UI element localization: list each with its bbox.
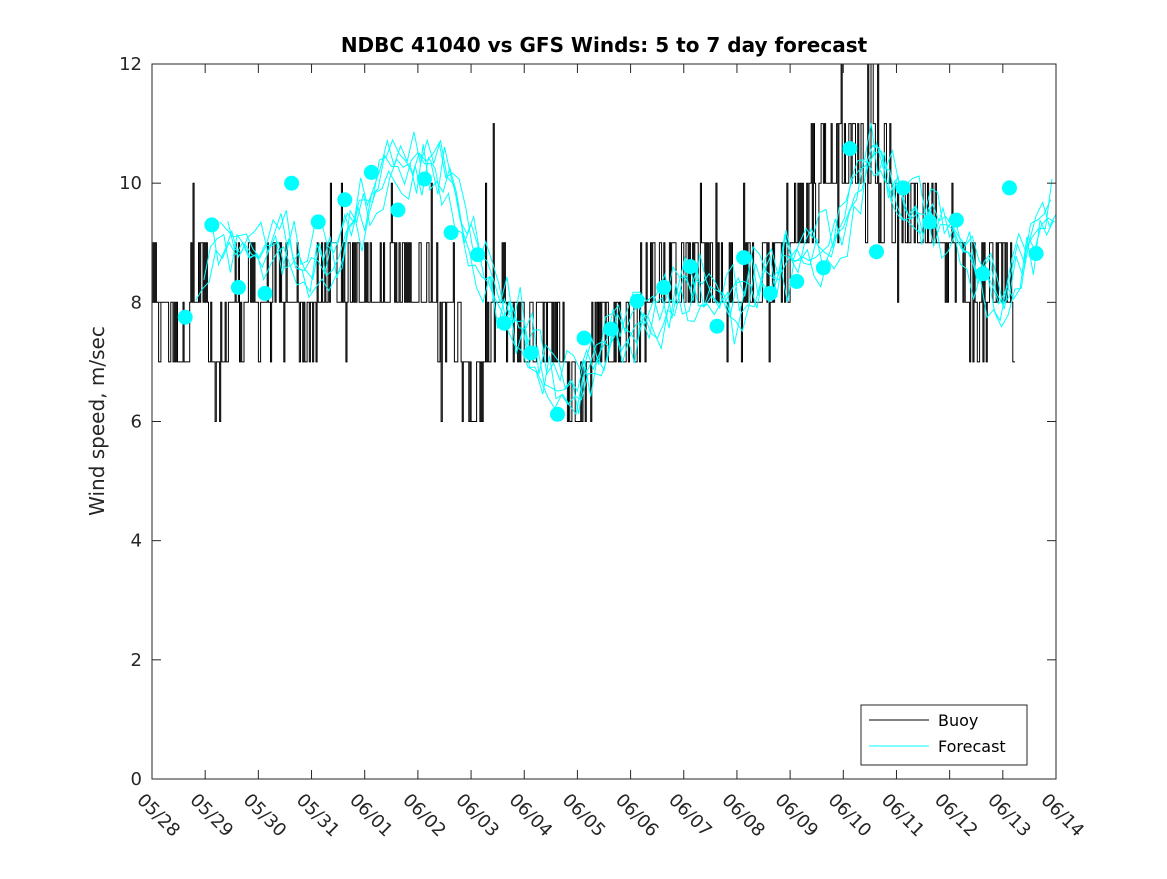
y-axis-label: Wind speed, m/sec — [85, 326, 109, 516]
plot-area — [152, 64, 1056, 779]
forecast-marker — [815, 260, 831, 276]
forecast-marker — [736, 250, 752, 266]
y-tick-label: 12 — [119, 54, 142, 75]
forecast-series-line — [203, 144, 1055, 416]
forecast-marker — [550, 406, 565, 422]
forecast-marker — [842, 141, 858, 157]
forecast-series-line — [219, 123, 1052, 414]
chart-title: NDBC 41040 vs GFS Winds: 5 to 7 day fore… — [341, 33, 868, 57]
forecast-marker — [363, 164, 379, 180]
y-tick-label: 2 — [131, 650, 142, 671]
axes-layer — [151, 63, 1057, 780]
forecast-marker — [390, 202, 406, 218]
forecast-marker — [975, 266, 991, 282]
forecast-marker — [709, 318, 725, 334]
y-tick-labels: 0 2 4 6 8 10 12 — [119, 54, 142, 790]
forecast-marker — [523, 345, 539, 361]
buoy-series-line — [152, 63, 1015, 422]
forecast-marker — [470, 247, 486, 263]
forecast-marker — [443, 225, 459, 241]
forecast-marker — [230, 279, 246, 295]
forecast-marker — [629, 293, 645, 309]
forecast-marker — [496, 315, 512, 331]
forecast-marker — [656, 279, 672, 295]
forecast-marker — [948, 212, 964, 228]
y-tick-label: 8 — [131, 292, 142, 313]
forecast-series-line — [227, 131, 1053, 383]
legend: Buoy Forecast — [860, 704, 1028, 766]
forecast-marker — [257, 285, 273, 301]
forecast-marker — [1002, 180, 1017, 196]
forecast-series-layer — [195, 123, 1057, 416]
legend-buoy-label: Buoy — [938, 711, 978, 730]
forecast-marker — [603, 321, 619, 337]
y-tick-label: 10 — [119, 173, 142, 194]
forecast-marker — [789, 274, 805, 289]
forecast-marker — [204, 217, 220, 233]
forecast-marker — [576, 330, 592, 346]
forecast-marker — [417, 171, 432, 187]
forecast-marker — [284, 175, 300, 191]
y-tick-label: 6 — [131, 412, 142, 433]
buoy-series-layer — [152, 63, 1015, 422]
forecast-marker — [177, 309, 193, 325]
forecast-marker — [310, 214, 326, 230]
y-tick-label: 4 — [131, 531, 142, 552]
forecast-marker — [1028, 246, 1044, 261]
forecast-marker — [922, 214, 938, 230]
forecast-marker — [337, 192, 353, 208]
forecast-marker — [895, 180, 911, 196]
y-tick-label: 0 — [131, 769, 142, 790]
forecast-marker-layer — [177, 141, 1044, 422]
legend-forecast-label: Forecast — [938, 737, 1006, 756]
forecast-marker — [682, 259, 698, 275]
forecast-marker — [869, 244, 884, 260]
forecast-series-line — [211, 141, 1057, 397]
forecast-marker — [762, 285, 778, 301]
